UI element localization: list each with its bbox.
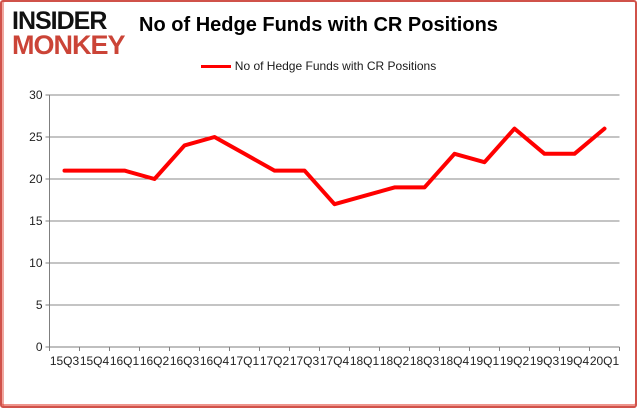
y-tick-label: 15: [29, 214, 43, 228]
x-tick-label: 16Q4: [200, 354, 230, 368]
chart-title: No of Hedge Funds with CR Positions: [139, 14, 498, 36]
y-tick-label: 20: [29, 172, 43, 186]
x-tick-label: 19Q3: [530, 354, 560, 368]
insider-monkey-logo: INSIDER MONKEY: [12, 7, 126, 60]
x-tick-label: 16Q2: [140, 354, 170, 368]
y-tick-label: 0: [36, 340, 43, 354]
x-tick-label: 20Q1: [590, 354, 620, 368]
x-tick-label: 15Q4: [80, 354, 110, 368]
logo-line-insider: INSIDER: [12, 7, 107, 35]
y-tick-label: 10: [29, 256, 43, 270]
y-tick-label: 25: [29, 130, 43, 144]
data-line-series: [62, 126, 607, 207]
x-tick-label: 18Q4: [440, 354, 470, 368]
x-tick-label: 16Q1: [110, 354, 140, 368]
x-tick-label: 18Q3: [410, 354, 440, 368]
x-tick-label: 15Q3: [50, 354, 80, 368]
x-tick-label: 17Q2: [260, 354, 290, 368]
logo-line-monkey: MONKEY: [12, 30, 126, 60]
legend: No of Hedge Funds with CR Positions: [2, 59, 635, 73]
x-tick-label: 18Q1: [350, 354, 380, 368]
x-tick-label: 16Q3: [170, 354, 200, 368]
y-tick-label: 30: [29, 88, 43, 102]
legend-label: No of Hedge Funds with CR Positions: [234, 59, 437, 73]
x-tick-label: 17Q1: [230, 354, 260, 368]
x-tick-label: 17Q4: [320, 354, 350, 368]
x-tick-label: 19Q4: [560, 354, 590, 368]
x-tick-label: 18Q2: [380, 354, 410, 368]
legend-line-swatch: [200, 64, 231, 68]
x-tick-label: 19Q2: [500, 354, 530, 368]
x-tick-label: 17Q3: [290, 354, 320, 368]
y-tick-label: 5: [36, 298, 43, 312]
x-tick-label: 19Q1: [470, 354, 500, 368]
